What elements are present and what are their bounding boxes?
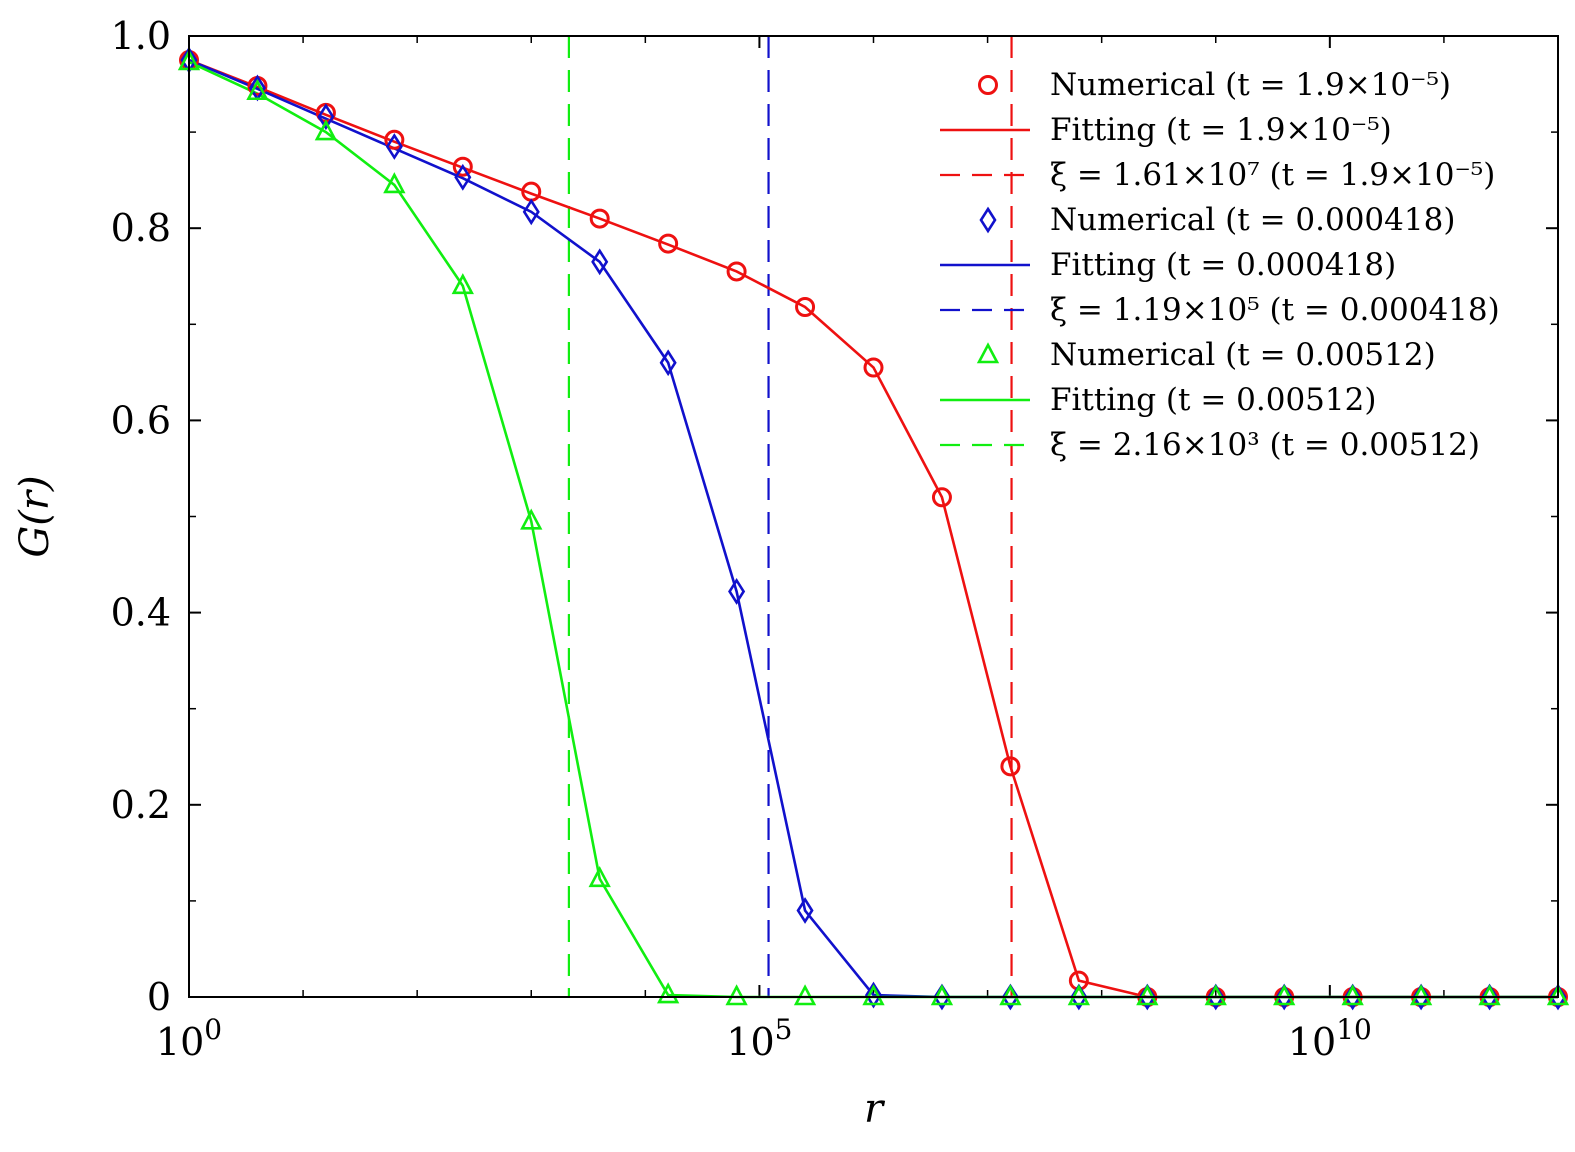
diamond-marker (522, 198, 540, 226)
circle-marker (384, 129, 405, 150)
diamond-marker (796, 897, 814, 924)
y-tick-label: 0.4 (111, 591, 171, 635)
diamond-marker (385, 133, 403, 160)
triangle-marker (862, 984, 885, 1006)
triangle-marker (1273, 984, 1296, 1006)
triangle-marker (930, 984, 954, 1006)
diamond-marker (591, 248, 609, 276)
triangle-marker (976, 342, 1000, 364)
triangle-marker (656, 982, 680, 1004)
circle-marker (863, 357, 884, 378)
y-axis-label: G(r) (12, 475, 58, 557)
plot-frame (188, 35, 1559, 998)
triangle-marker (1067, 984, 1091, 1006)
circle-marker (978, 75, 998, 95)
diamond-marker (317, 103, 335, 131)
triangle-marker (999, 984, 1022, 1006)
legend-label: Fitting (t = 0.00512) (1050, 382, 1376, 418)
y-tick-label: 0 (147, 975, 171, 1019)
triangle-marker (1136, 984, 1159, 1006)
xi-lines (567, 36, 1013, 997)
triangle-marker (246, 78, 269, 101)
circle-marker (589, 208, 610, 229)
triangle-marker (1546, 984, 1570, 1006)
legend-label: ξ = 1.61×10⁷ (t = 1.9×10⁻⁵) (1050, 157, 1495, 193)
y-tick-label: 0.8 (111, 206, 171, 250)
x-tick-label: 105 (726, 1013, 792, 1064)
triangle-marker (588, 866, 611, 888)
triangle-marker (793, 984, 817, 1006)
triangle-marker (314, 119, 338, 141)
legend-label: Fitting (t = 1.9×10⁻⁵) (1050, 112, 1392, 148)
legend-label: ξ = 2.16×10³ (t = 0.00512) (1050, 427, 1480, 463)
diamond-marker (728, 578, 746, 605)
fitting-line (188, 58, 1558, 999)
triangle-marker (1478, 984, 1501, 1006)
circle-marker (658, 233, 679, 254)
x-tick-label: 100 (156, 1013, 222, 1064)
legend-label: Numerical (t = 0.00512) (1050, 337, 1436, 373)
series-lines (188, 58, 1558, 999)
triangle-marker (1409, 984, 1433, 1006)
diamond-marker (979, 206, 997, 234)
y-tick-label: 1.0 (111, 14, 171, 58)
tick-labels: 0 0.2 0.4 0.6 0.8 1.0 100 105 1010 (111, 14, 1372, 1064)
legend-label: ξ = 1.19×10⁵ (t = 0.000418) (1050, 292, 1500, 328)
fitting-line (188, 58, 1558, 999)
y-tick-label: 0.6 (111, 398, 171, 442)
triangle-marker (725, 984, 748, 1006)
triangle-marker (1341, 984, 1364, 1006)
legend-label: Numerical (t = 0.000418) (1050, 202, 1455, 238)
legend-label: Numerical (t = 1.9×10⁻⁵) (1050, 67, 1451, 103)
legend: Numerical (t = 1.9×10⁻⁵) Fitting (t = 1.9… (940, 67, 1500, 463)
diamond-marker (659, 349, 677, 377)
series-markers (177, 46, 1570, 1011)
circle-marker (726, 261, 747, 282)
diamond-marker (454, 163, 472, 191)
triangle-marker (451, 273, 474, 295)
triangle-marker (1204, 984, 1227, 1006)
circle-marker (931, 487, 952, 508)
triangle-marker (383, 172, 406, 194)
circle-marker (452, 156, 473, 177)
x-axis-label: r (864, 1086, 886, 1132)
circle-marker (1000, 756, 1021, 777)
legend-label: Fitting (t = 0.000418) (1050, 247, 1396, 283)
circle-marker (795, 297, 816, 318)
y-tick-label: 0.2 (111, 783, 171, 827)
diamond-marker (864, 981, 883, 1009)
x-tick-label: 1010 (1288, 1013, 1372, 1064)
triangle-marker (520, 508, 543, 530)
